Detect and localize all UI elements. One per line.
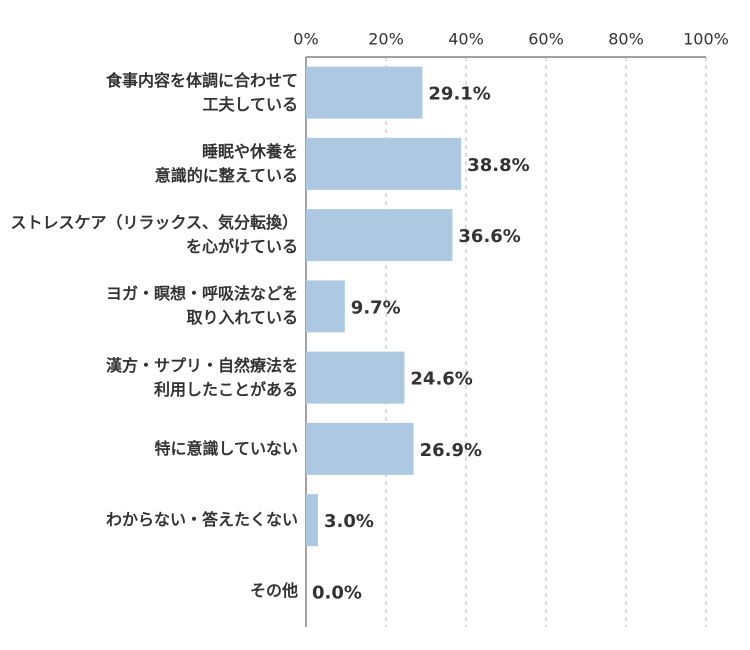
value-label: 0.0% [312, 582, 362, 603]
value-label: 26.9% [420, 440, 482, 461]
category-label: 特に意識していない [154, 438, 298, 458]
bar [306, 66, 423, 119]
value-label: 9.7% [351, 297, 401, 318]
bar [306, 280, 345, 333]
x-tick-label: 60% [528, 30, 564, 49]
value-label: 3.0% [324, 511, 374, 532]
category-label: ヨガ・瞑想・呼吸法などを 取り入れている [105, 284, 298, 328]
category-label: 漢方・サプリ・自然療法を 利用したことがある [105, 355, 298, 399]
x-tick-label: 100% [683, 30, 729, 49]
value-label: 38.8% [467, 155, 529, 176]
value-label: 29.1% [428, 84, 490, 105]
x-tick-label: 80% [608, 30, 644, 49]
category-label: ストレスケア（リラックス、気分転換） を心がけている [10, 213, 298, 257]
category-label: わからない・答えたくない [105, 510, 298, 530]
category-label: 睡眠や休養を 意識的に整えている [154, 141, 298, 185]
value-label: 36.6% [458, 226, 520, 247]
bar [306, 209, 453, 262]
value-label: 24.6% [410, 369, 472, 390]
bar [306, 494, 318, 547]
bar [306, 351, 405, 404]
category-label: 食事内容を体調に合わせて 工夫している [105, 70, 298, 114]
x-tick-label: 40% [448, 30, 484, 49]
bar [306, 422, 414, 475]
bar [306, 137, 462, 190]
x-tick-label: 0% [293, 30, 318, 49]
category-label: その他 [249, 581, 298, 601]
x-tick-label: 20% [368, 30, 404, 49]
